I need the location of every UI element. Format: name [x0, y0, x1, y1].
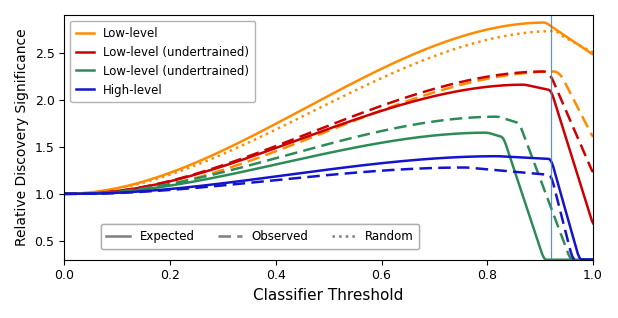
Y-axis label: Relative Discovery Significance: Relative Discovery Significance	[15, 29, 29, 246]
Legend: Expected, Observed, Random: Expected, Observed, Random	[101, 224, 420, 249]
X-axis label: Classifier Threshold: Classifier Threshold	[253, 288, 404, 303]
